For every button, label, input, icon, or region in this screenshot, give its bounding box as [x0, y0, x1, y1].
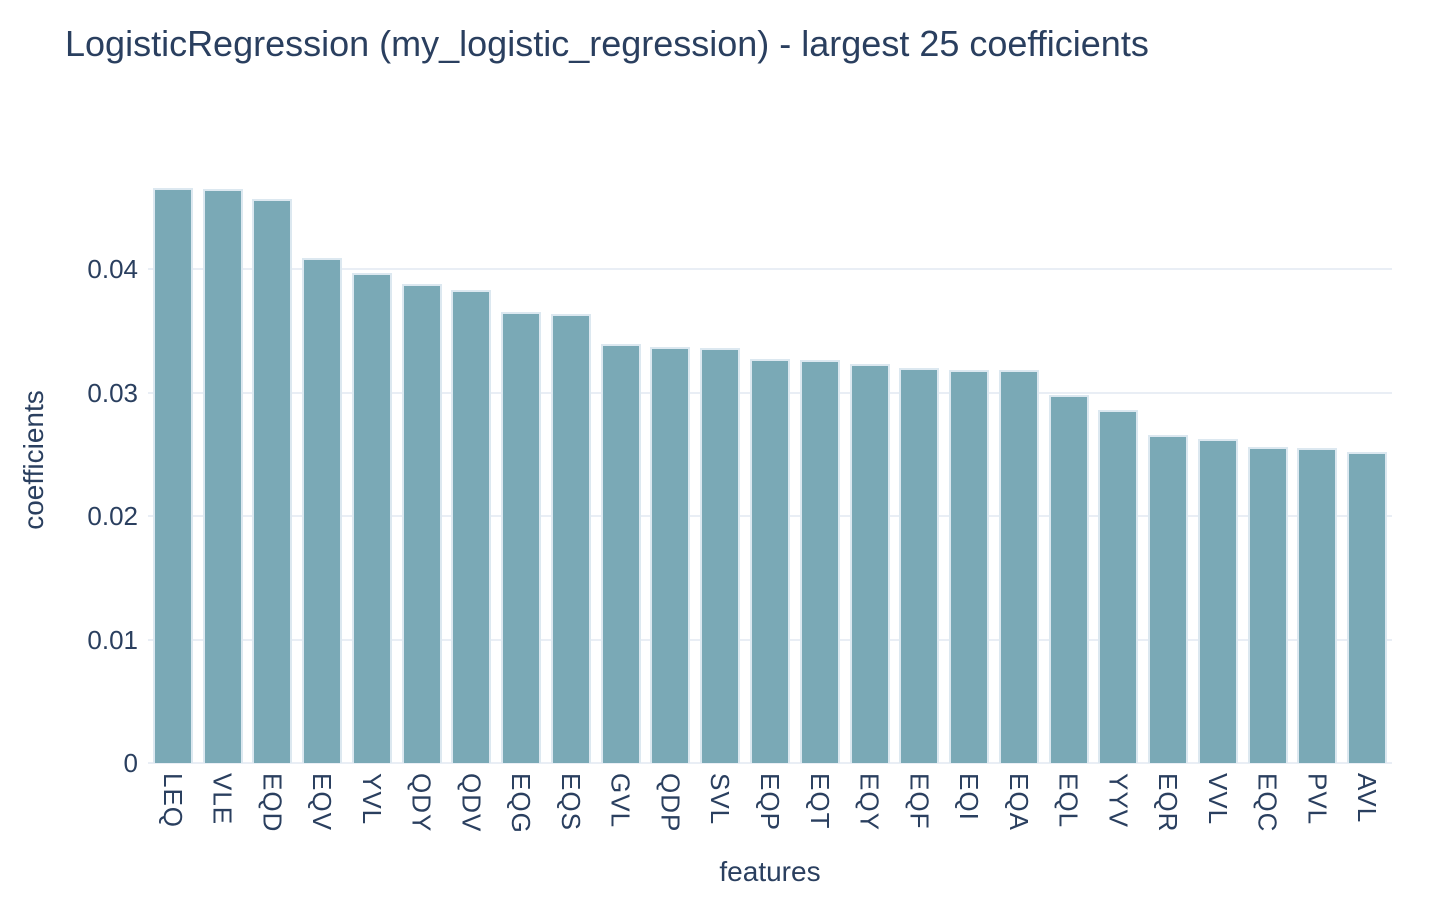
x-tick-label-EQT: EQT [804, 773, 835, 830]
bar-EQR[interactable] [1148, 434, 1189, 763]
bar-AVL[interactable] [1347, 451, 1388, 763]
bar-EQD[interactable] [252, 198, 293, 763]
bar-LEQ[interactable] [152, 187, 193, 763]
x-tick-label-EQG: EQG [506, 773, 537, 834]
bar-EQC[interactable] [1247, 446, 1288, 763]
bar-QDV[interactable] [451, 290, 492, 763]
y-tick-label: 0.02 [87, 501, 138, 532]
bar-EQL[interactable] [1048, 395, 1089, 763]
x-tick-label-QDY: QDY [406, 773, 437, 833]
bar-EQY[interactable] [849, 364, 890, 763]
bar-EQF[interactable] [899, 367, 940, 763]
bar-YYV[interactable] [1098, 409, 1139, 763]
x-tick-label-YVL: YVL [356, 773, 387, 826]
x-tick-label-EQC: EQC [1252, 773, 1283, 833]
x-tick-label-PVL: PVL [1302, 773, 1333, 826]
bar-EQS[interactable] [550, 313, 591, 763]
bar-QDP[interactable] [650, 346, 691, 763]
x-tick-label-EQR: EQR [1153, 773, 1184, 833]
gridline [148, 268, 1392, 271]
y-tick-label: 0.04 [87, 254, 138, 285]
gridline [148, 762, 1392, 764]
x-tick-label-EQP: EQP [755, 773, 785, 831]
y-tick-label: 0.01 [87, 624, 138, 655]
bar-YVL[interactable] [351, 272, 392, 763]
bar-EQI[interactable] [949, 370, 990, 763]
x-tick-label-EQI: EQI [954, 773, 985, 821]
bar-EQT[interactable] [799, 360, 840, 763]
x-tick-label-VLE: VLE [207, 773, 238, 826]
bar-EQG[interactable] [501, 312, 542, 763]
x-tick-label-EQA: EQA [1003, 773, 1034, 831]
x-tick-label-YYV: YYV [1103, 773, 1134, 829]
x-tick-label-QDV: QDV [456, 773, 487, 833]
bar-VVL[interactable] [1197, 439, 1238, 763]
y-tick-label: 0 [123, 748, 138, 778]
bar-EQA[interactable] [998, 370, 1039, 763]
x-axis-title: features [719, 856, 821, 887]
bar-SVL[interactable] [700, 348, 741, 763]
x-tick-label-VVL: VVL [1202, 773, 1233, 826]
bar-GVL[interactable] [600, 344, 641, 763]
x-tick-label-EQL: EQL [1053, 773, 1084, 829]
x-tick-label-QDP: QDP [655, 773, 686, 833]
x-tick-label-EQS: EQS [555, 773, 586, 831]
x-tick-label-EQY: EQY [854, 773, 885, 831]
y-axis-title: coefficients [18, 390, 49, 530]
y-tick-label: 0.03 [87, 377, 138, 408]
chart-title: LogisticRegression (my_logistic_regressi… [65, 23, 1149, 64]
bar-EQV[interactable] [302, 257, 343, 763]
bar-VLE[interactable] [202, 188, 243, 763]
x-tick-label-EQF: EQF [904, 773, 935, 830]
bar-PVL[interactable] [1297, 448, 1338, 763]
x-tick-label-SVL: SVL [705, 773, 736, 826]
bar-EQP[interactable] [750, 359, 790, 763]
bar-QDY[interactable] [401, 283, 442, 763]
x-tick-label-EQV: EQV [307, 773, 338, 831]
x-tick-label-GVL: GVL [605, 773, 636, 829]
x-tick-label-AVL: AVL [1352, 773, 1383, 824]
plot-area [148, 153, 1392, 764]
x-tick-label-EQD: EQD [257, 773, 288, 833]
x-tick-label-LEQ: LEQ [157, 773, 188, 829]
